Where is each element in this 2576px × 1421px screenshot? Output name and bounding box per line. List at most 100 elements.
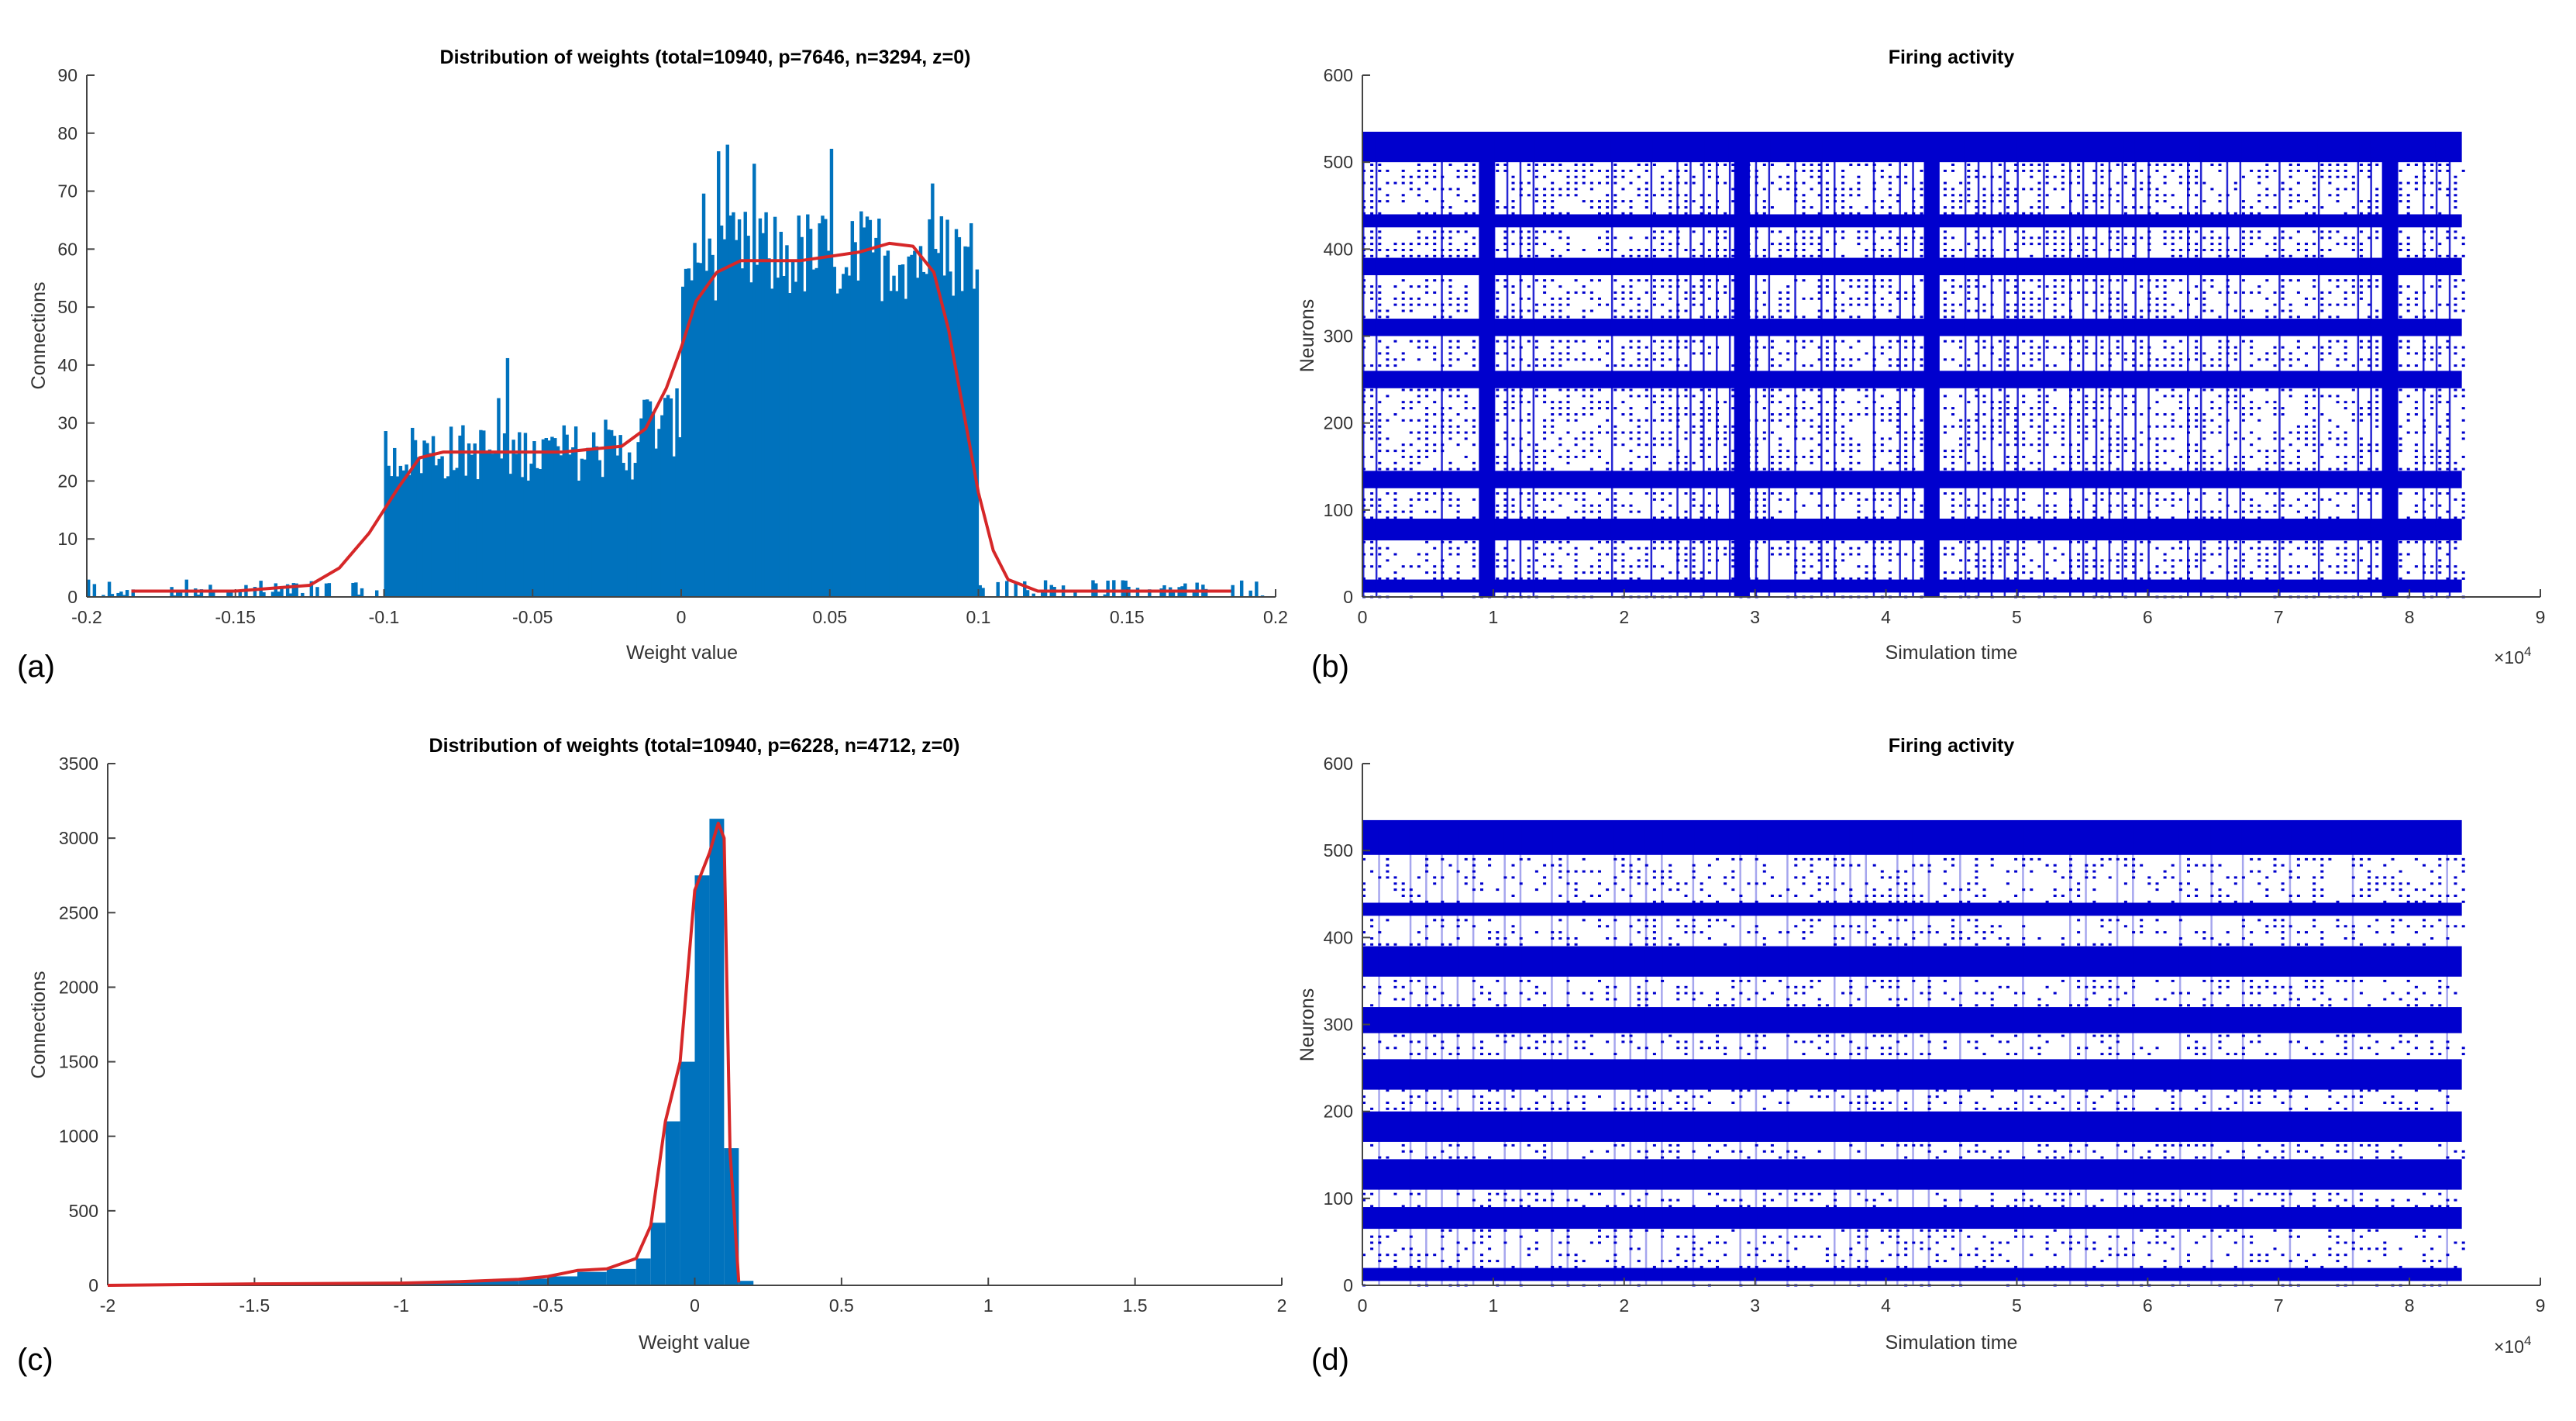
spike-marker	[1637, 164, 1641, 166]
spike-marker	[1888, 577, 1892, 580]
spike-marker	[1810, 254, 1813, 257]
spike-marker	[2092, 1265, 2096, 1268]
spike-marker	[2336, 169, 2340, 172]
spike-marker	[2383, 1247, 2387, 1250]
spike-marker	[1967, 498, 1971, 501]
spike-marker	[2178, 407, 2182, 410]
spike-marker	[2430, 249, 2434, 251]
spike-marker	[1731, 364, 1735, 367]
spike-marker	[2163, 243, 2167, 246]
spike-marker	[1982, 200, 1986, 203]
histogram-bar	[577, 1271, 607, 1285]
spike-marker	[2344, 492, 2347, 495]
panel-label-b: (b)	[1311, 650, 1349, 684]
spike-marker	[2202, 297, 2206, 300]
spike-marker	[2100, 352, 2104, 355]
histogram-bar	[696, 262, 700, 597]
spike-marker	[1998, 443, 2002, 447]
spike-marker	[1582, 249, 1586, 251]
spike-marker	[1598, 540, 1601, 543]
spike-marker	[1613, 175, 1617, 178]
spike-marker	[1652, 498, 1656, 501]
spike-marker	[1409, 510, 1413, 513]
spike-marker	[1448, 540, 1452, 543]
spike-marker	[1849, 316, 1853, 319]
spike-marker	[2053, 291, 2057, 294]
spike-marker	[2406, 309, 2410, 312]
spike-marker	[1621, 1265, 1625, 1268]
spike-marker	[2375, 164, 2379, 166]
spike-marker	[2155, 1235, 2159, 1238]
spike-marker	[1802, 571, 1806, 574]
spike-marker	[2241, 249, 2245, 251]
spike-marker	[1393, 461, 1397, 464]
spike-marker	[2430, 194, 2434, 197]
spike-marker	[1401, 194, 1405, 197]
spike-marker	[2085, 352, 2089, 355]
spike-marker	[2446, 419, 2450, 422]
spike-marker	[2288, 553, 2292, 556]
spike-marker	[2218, 407, 2222, 410]
spike-marker	[1582, 510, 1586, 513]
spike-marker	[2195, 316, 2199, 319]
spike-marker	[1802, 346, 1806, 349]
spike-marker	[1644, 559, 1648, 562]
spike-marker	[1904, 461, 1908, 464]
spike-marker	[2178, 249, 2182, 251]
histogram-bar	[476, 479, 480, 597]
spike-marker	[1551, 249, 1555, 251]
spike-marker	[1409, 461, 1413, 464]
spike-marker	[1951, 200, 1954, 203]
histogram-bar	[178, 589, 183, 597]
spike-marker	[1669, 230, 1672, 233]
spike-marker	[1967, 401, 1971, 404]
spike-marker	[1393, 303, 1397, 306]
spike-marker	[1472, 443, 1476, 447]
spike-marker	[1849, 1254, 1853, 1257]
spike-marker	[2132, 559, 2136, 562]
histogram-bar	[907, 256, 911, 597]
spike-marker	[1817, 571, 1821, 574]
spike-marker	[2438, 285, 2442, 288]
spike-marker	[1472, 1265, 1476, 1268]
histogram-bar	[1041, 591, 1045, 597]
spike-marker	[2187, 1254, 2190, 1257]
spike-marker	[1943, 297, 1947, 300]
spike-marker	[2140, 467, 2144, 471]
spike-marker	[1661, 243, 1665, 246]
spike-marker	[1629, 340, 1633, 343]
spike-marker	[1888, 194, 1892, 197]
spike-marker	[2461, 364, 2465, 367]
x-tick-label-a: 0.2	[1263, 607, 1288, 627]
spike-marker	[2030, 243, 2034, 246]
spike-marker	[1393, 571, 1397, 574]
spike-marker	[1865, 279, 1868, 282]
spike-marker	[1967, 364, 1971, 367]
spike-marker	[2344, 565, 2347, 568]
spike-marker	[1880, 1260, 1884, 1263]
spike-marker	[2195, 553, 2199, 556]
spike-marker	[1857, 188, 1861, 191]
spike-marker	[1896, 425, 1900, 428]
histogram-bar	[199, 589, 204, 597]
spike-marker	[2438, 188, 2442, 191]
histogram-bar	[1031, 593, 1035, 597]
spike-marker	[1386, 577, 1390, 580]
spike-marker	[1425, 498, 1429, 501]
histogram-bar	[788, 293, 792, 597]
spike-marker	[1598, 358, 1601, 361]
spike-marker	[2077, 565, 2081, 568]
spike-marker	[1762, 279, 1766, 282]
spike-marker	[1967, 571, 1971, 574]
spike-marker	[2233, 540, 2237, 543]
spike-marker	[2045, 297, 2049, 300]
spike-marker	[1920, 194, 1923, 197]
x-tick-label-a: -0.1	[369, 607, 400, 627]
spike-marker	[1700, 164, 1703, 166]
spike-marker	[2454, 188, 2457, 191]
spike-marker	[1393, 1254, 1397, 1257]
burst-column	[2448, 136, 2451, 598]
spike-marker	[1629, 461, 1633, 464]
spike-marker	[2155, 401, 2159, 404]
spike-marker	[2140, 413, 2144, 416]
